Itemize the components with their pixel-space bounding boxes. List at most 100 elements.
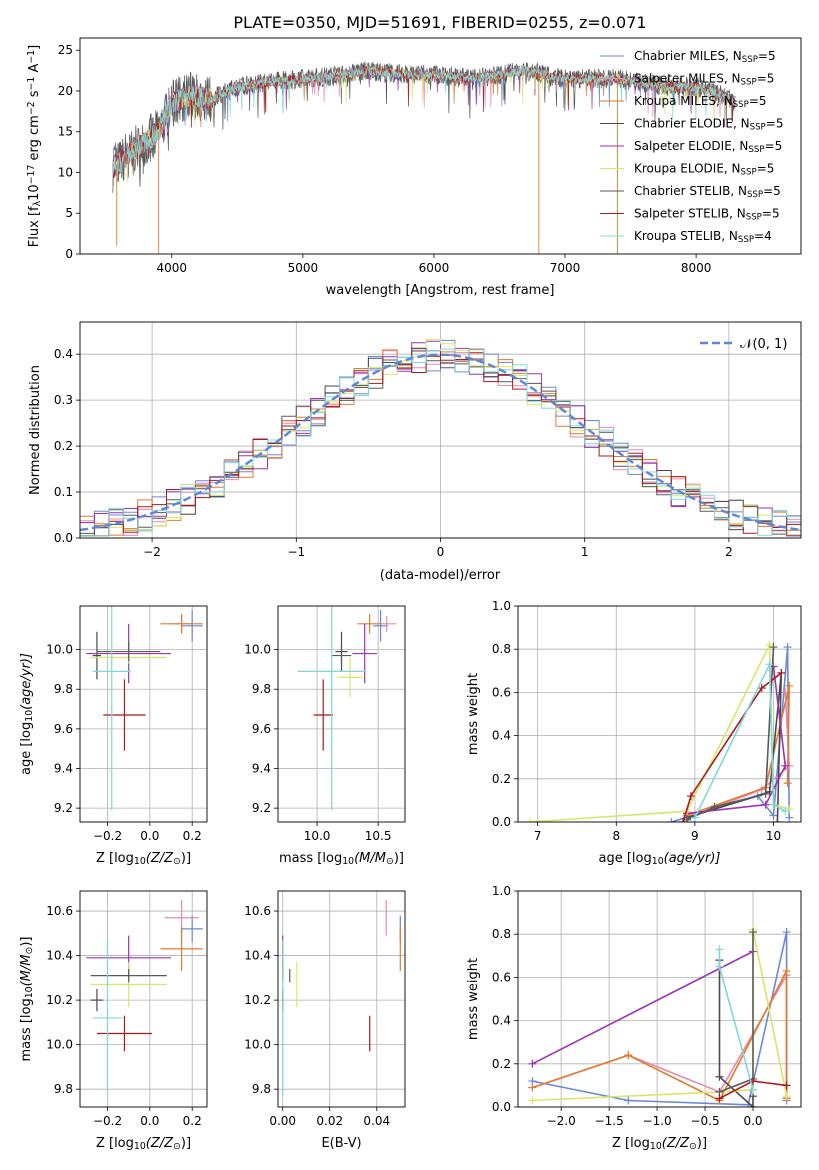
age-vs-metallicity-panel-background: [80, 606, 207, 822]
tick-label-y: 1.0: [492, 884, 511, 898]
legend-entry-kroupa-miles: Kroupa MILES, NSSP=5: [634, 94, 767, 110]
x-axis-label: wavelength [Angstrom, rest frame]: [326, 283, 555, 298]
tick-label-y: 0.4: [492, 1014, 511, 1028]
mass-vs-extinction-panel: 0.00 0.02 0.04 9.8 10.0 10.2 10.4 10.6 E(B-V): [244, 890, 406, 1151]
y-axis-label-part: 10: [24, 710, 35, 722]
legend-entry-chabrier-elodie-part: =5: [766, 117, 784, 131]
series-marker: [686, 792, 695, 801]
mass-weight-vs-metallicity-panel-plot: [528, 925, 791, 1107]
x-axis-label: (data-model)/error: [380, 568, 501, 583]
histogram-kroupa-stelib: [80, 348, 801, 537]
y-axis-label-part: −17: [26, 165, 37, 185]
tick-label-y: 5: [65, 206, 73, 220]
series-marker: [749, 1103, 758, 1107]
tick-label-y: 9.6: [252, 722, 271, 736]
tick-label-y: 0.8: [492, 927, 511, 941]
series-marker: [690, 813, 699, 822]
y-axis-label: mass [log10(M/M⊙)]: [19, 937, 35, 1062]
tick-label-x: −0.2: [93, 1114, 122, 1128]
y-axis-label: age [log10(age/yr)]: [19, 653, 35, 775]
x-axis-label-part: 10: [134, 1141, 146, 1152]
age-vs-metallicity-panel-frame: [79, 605, 208, 823]
mass-weight-vs-metallicity-panel-frame: [517, 890, 802, 1108]
tick-label-x: 10.5: [365, 829, 392, 843]
y-axis-label: Flux [fλ10−17 erg cm−2 s−1 A−1]: [26, 45, 43, 247]
series-marker: [765, 660, 774, 669]
series-marker: [715, 1072, 724, 1081]
mass-vs-metallicity-panel-frame: [79, 890, 208, 1108]
age-vs-metallicity-panel: −0.2 0.0 0.29.29.49.69.810.0Z [log10(Z/Z⊙)…: [19, 605, 208, 867]
x-axis-label: E(B-V): [321, 1136, 361, 1151]
tick-label-y: 10.0: [244, 1038, 271, 1052]
series-marker: [782, 928, 791, 937]
y-axis-label-part: A: [27, 64, 42, 77]
legend-entry-chabrier-stelib-part: SSP: [747, 190, 763, 200]
tick-label-y: 0.4: [492, 729, 511, 743]
spectrum-panel: 4000 5000 6000 7000 8000 0 5 10 15 20 25 wavelength…: [26, 37, 802, 298]
mass-weight-vs-age-panel-background: [518, 606, 801, 822]
legend-entry-chabrier-stelib-part: Chabrier STELIB, N: [634, 184, 747, 198]
spectrum-panel-plot: [112, 61, 736, 254]
tick-label-x: 0.0: [140, 829, 159, 843]
tick-label-y: 10.2: [244, 993, 271, 1007]
legend-entry-salpeter-miles-part: =5: [757, 72, 775, 86]
series-marker: [769, 643, 778, 652]
tick-label-y: 10.2: [46, 993, 73, 1007]
x-axis-label-part: )]: [181, 1136, 191, 1151]
legend-entry-kroupa-stelib-part: =4: [754, 229, 772, 243]
errorbar-chabrier-stelib: [96, 641, 161, 662]
legend-entry-salpeter-stelib-part: SSP: [746, 213, 762, 223]
errorbar-chabrier-miles: [181, 609, 203, 642]
errorbar-chabrier-stelib: [90, 968, 167, 983]
x-axis-label-part: ⊙: [689, 1141, 697, 1152]
errorbar-salpeter-elodie: [352, 623, 377, 684]
legend-entry-chabrier-miles-part: =5: [758, 49, 776, 63]
tick-label-y: 10.6: [46, 904, 73, 918]
series-chabrier-stelib: [683, 643, 778, 822]
tick-label-x: 0.2: [183, 1114, 202, 1128]
mass-vs-metallicity-panel-background: [80, 891, 207, 1107]
x-axis-label-part: ⊙: [173, 1141, 181, 1152]
x-axis-label-part: )]: [181, 851, 191, 866]
histogram-salpeter-elodie: [80, 340, 801, 537]
tick-label-x: 6000: [419, 261, 450, 275]
legend-entry-kroupa-miles-part: Kroupa MILES, N: [634, 94, 733, 108]
tick-label-x: 8000: [681, 261, 712, 275]
legend-entry-salpeter-miles: Salpeter MILES, NSSP=5: [634, 72, 774, 88]
y-axis-label-part: age [log: [19, 722, 34, 775]
y-axis-label-part: −2: [26, 101, 37, 115]
y-axis-label-part: −1: [26, 77, 37, 91]
legend-entry-salpeter-miles-part: Salpeter MILES, N: [634, 72, 741, 86]
tick-label-x: 1: [581, 545, 589, 559]
legend-entry-chabrier-stelib: Chabrier STELIB, NSSP=5: [634, 184, 781, 200]
series-marker: [715, 945, 724, 954]
y-axis-label: mass weight: [466, 958, 481, 1040]
series-line: [718, 960, 754, 1107]
tick-label-x: 9: [691, 829, 699, 843]
tick-label-y: 0.3: [54, 393, 73, 407]
series-marker: [777, 668, 786, 677]
x-axis-label-part: ⊙: [173, 856, 181, 867]
series-marker: [769, 811, 778, 820]
series-line: [694, 663, 786, 819]
legend-entry-chabrier-elodie-part: Chabrier ELODIE, N: [634, 117, 750, 131]
y-axis-label-part: 10: [24, 986, 35, 998]
mass-vs-extinction-panel-frame: [277, 890, 406, 1108]
errorbar-salpeter-stelib: [313, 679, 333, 751]
x-axis-label: Z [log10(Z/Z⊙)]: [612, 1136, 707, 1152]
x-axis-label-part: 10: [652, 856, 664, 867]
series-marker: [749, 928, 758, 937]
series-marker: [782, 966, 791, 975]
y-axis-label-part: ]: [27, 45, 42, 50]
age-vs-mass-panel-frame: [277, 605, 406, 823]
y-axis-label: Normed distribution: [28, 365, 43, 495]
y-axis-label-part: (age/yr)]: [19, 653, 34, 710]
series-marker: [785, 681, 794, 690]
legend-entry-kroupa-elodie-part: SSP: [741, 168, 757, 178]
tick-label-x: −0.5: [690, 1114, 719, 1128]
errorbar-kroupa-miles: [357, 613, 382, 634]
tick-label-y: 9.8: [252, 1082, 271, 1096]
tick-label-y: 10.4: [46, 949, 73, 963]
x-axis-label-part: (M/M: [354, 851, 386, 866]
